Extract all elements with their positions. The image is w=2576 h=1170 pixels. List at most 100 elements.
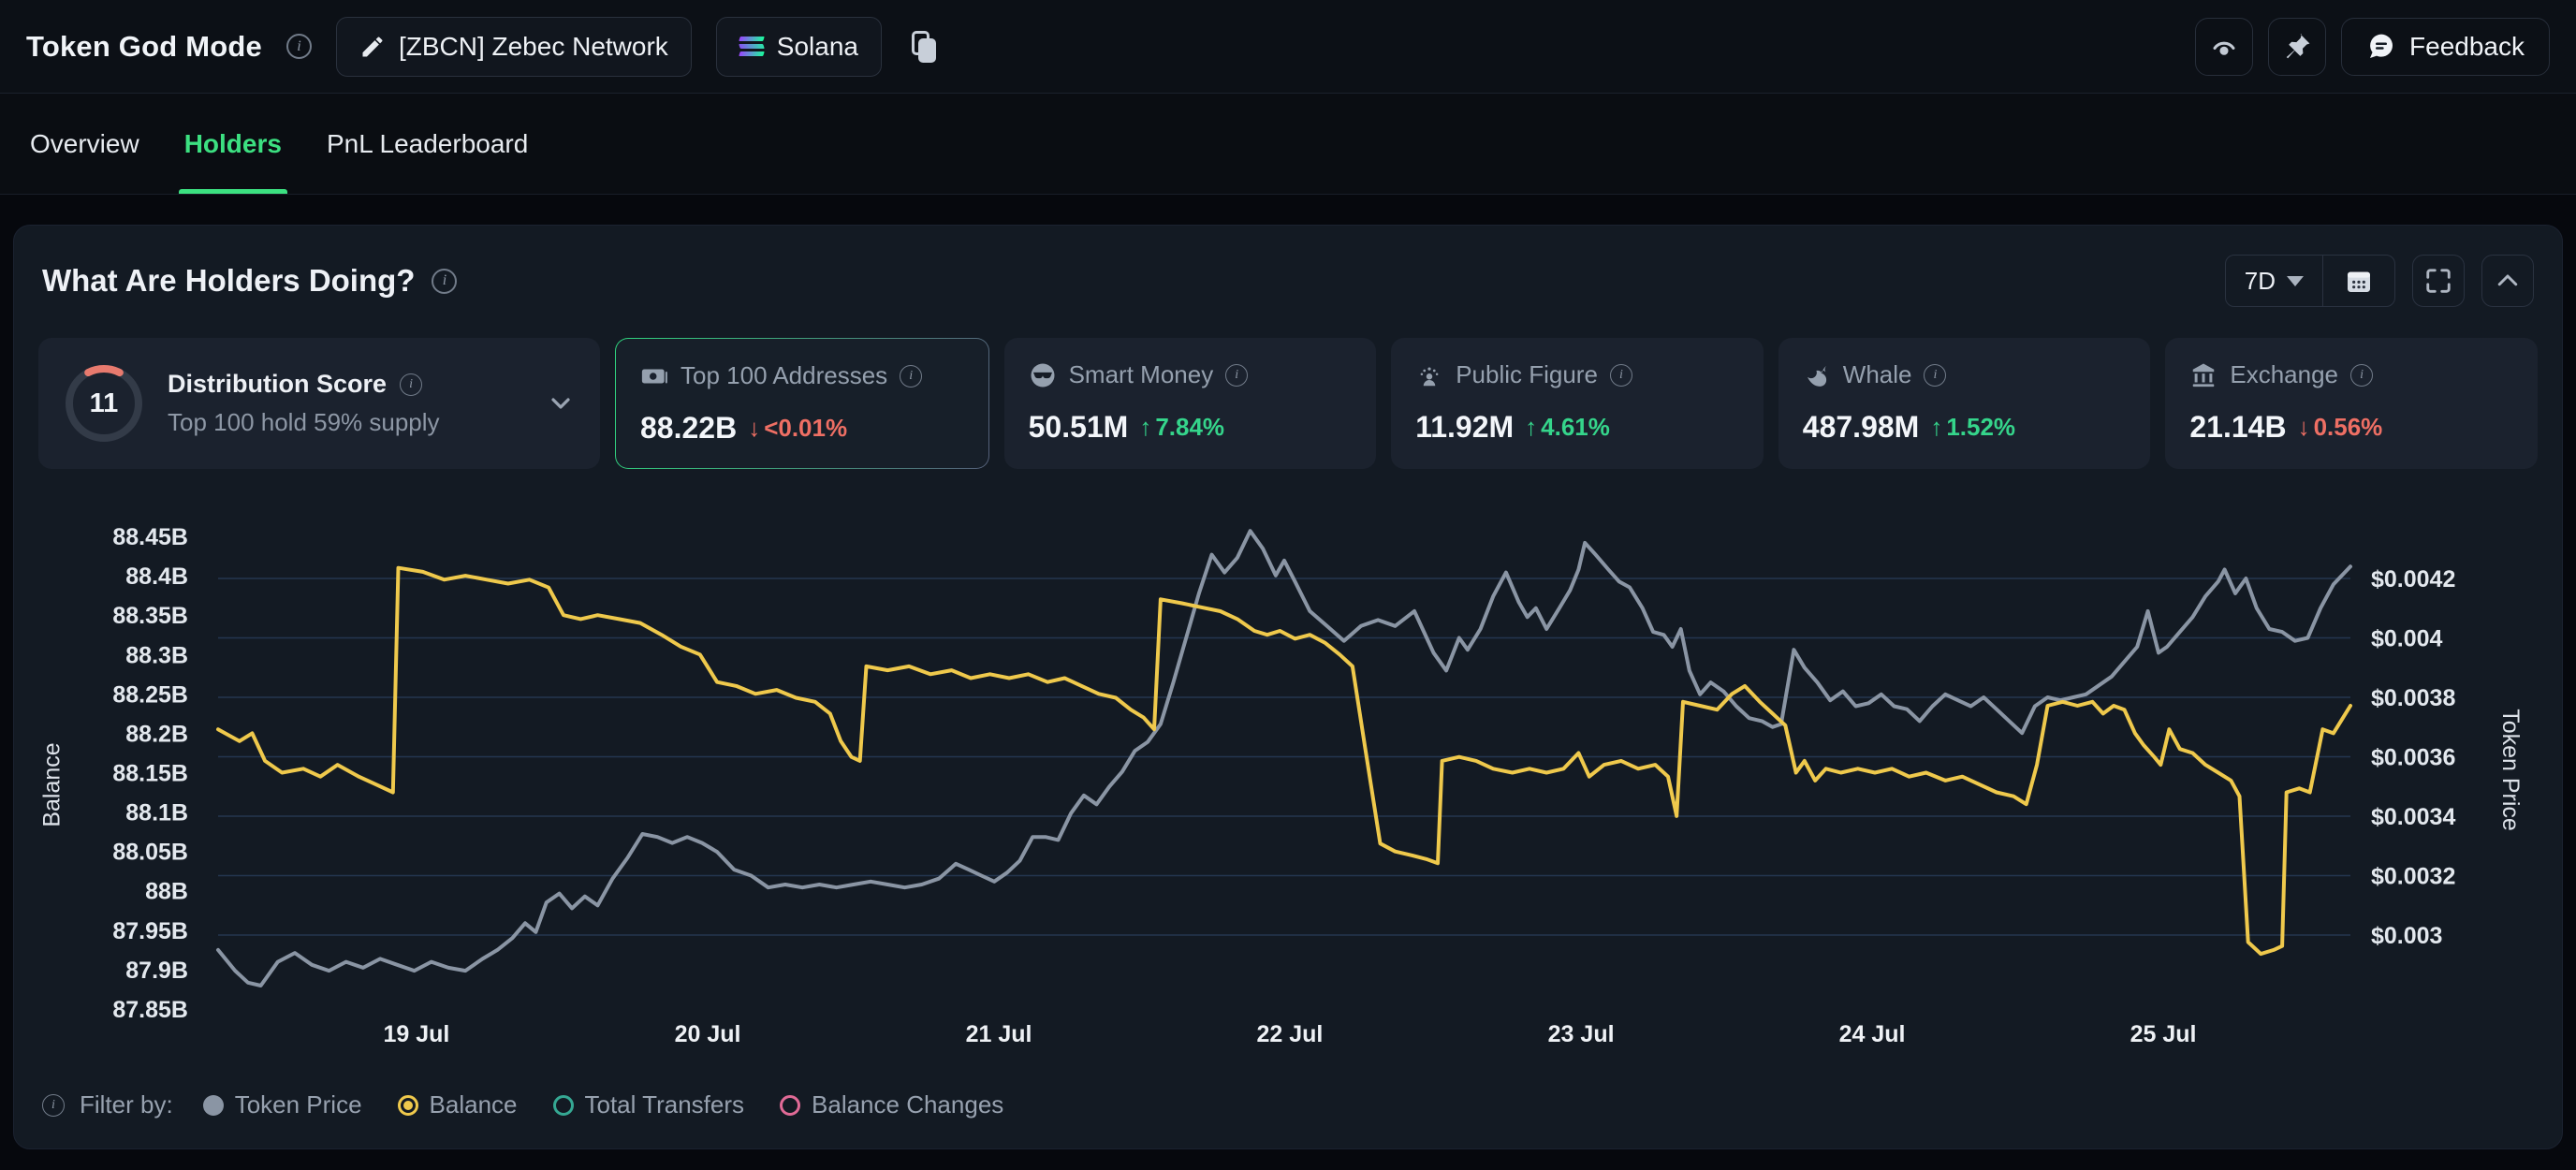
svg-text:$0.0034: $0.0034 bbox=[2371, 804, 2455, 830]
legend-token-price[interactable]: Token Price bbox=[203, 1090, 362, 1119]
stat-value: 11.92M bbox=[1415, 410, 1514, 445]
fullscreen-button[interactable] bbox=[2412, 255, 2465, 307]
legend-balance[interactable]: Balance bbox=[398, 1090, 518, 1119]
chain-name: Solana bbox=[777, 32, 858, 62]
panel-title: What Are Holders Doing? bbox=[42, 263, 415, 299]
radio-selected-marker bbox=[398, 1095, 418, 1116]
panel-info-icon[interactable]: i bbox=[432, 269, 457, 294]
stat-info-icon[interactable]: i bbox=[900, 365, 922, 388]
stat-card-exchange[interactable]: Exchange i 21.14B ↓0.56% bbox=[2165, 338, 2538, 469]
svg-text:88.25B: 88.25B bbox=[112, 681, 188, 708]
ring-marker bbox=[780, 1095, 800, 1116]
stat-card-public-figure[interactable]: Public Figure i 11.92M ↑4.61% bbox=[1391, 338, 1764, 469]
holder-stats-row: 11 Distribution Score i Top 100 hold 59%… bbox=[14, 338, 2562, 469]
public-figure-icon bbox=[1415, 361, 1443, 389]
ring-marker bbox=[553, 1095, 574, 1116]
svg-text:21 Jul: 21 Jul bbox=[966, 1021, 1032, 1047]
stat-info-icon[interactable]: i bbox=[1610, 364, 1632, 387]
stat-card-smart-money[interactable]: Smart Money i 50.51M ↑7.84% bbox=[1004, 338, 1377, 469]
solana-logo-icon bbox=[739, 37, 764, 56]
banknote-icon bbox=[640, 362, 668, 390]
stat-card-top100[interactable]: Top 100 Addresses i 88.22B ↓<0.01% bbox=[615, 338, 989, 469]
distribution-score-value: 11 bbox=[63, 362, 145, 445]
pencil-icon bbox=[359, 34, 386, 60]
stat-info-icon[interactable]: i bbox=[2350, 364, 2373, 387]
tab-holders[interactable]: Holders bbox=[162, 94, 304, 194]
legend-prefix: Filter by: bbox=[80, 1090, 173, 1119]
distribution-gauge: 11 bbox=[63, 362, 145, 445]
chevron-down-icon bbox=[2287, 276, 2304, 286]
exchange-icon bbox=[2189, 361, 2217, 389]
distribution-subtitle: Top 100 hold 59% supply bbox=[168, 408, 523, 437]
stat-value: 487.98M bbox=[1803, 410, 1920, 445]
chain-selector[interactable]: Solana bbox=[716, 17, 882, 77]
chat-bubble-icon bbox=[2366, 32, 2396, 62]
distribution-score-card[interactable]: 11 Distribution Score i Top 100 hold 59%… bbox=[38, 338, 600, 469]
pin-button[interactable] bbox=[2268, 18, 2326, 76]
holders-chart[interactable]: 88.45B88.4B88.35B88.3B88.25B88.2B88.15B8… bbox=[14, 511, 2562, 1059]
svg-text:88.3B: 88.3B bbox=[125, 642, 188, 668]
svg-text:24 Jul: 24 Jul bbox=[1839, 1021, 1906, 1047]
svg-text:88.2B: 88.2B bbox=[125, 721, 188, 747]
token-search-field[interactable]: [ZBCN] Zebec Network bbox=[336, 17, 692, 77]
info-icon[interactable]: i bbox=[286, 34, 312, 59]
stat-change: ↓<0.01% bbox=[748, 414, 847, 443]
tab-pnl-leaderboard[interactable]: PnL Leaderboard bbox=[304, 94, 550, 194]
filled-circle-marker bbox=[203, 1095, 224, 1116]
arrow-up-icon: ↑ bbox=[1930, 413, 1942, 442]
date-range-control: 7D bbox=[2225, 255, 2395, 307]
chevron-up-icon bbox=[2494, 267, 2522, 295]
svg-text:22 Jul: 22 Jul bbox=[1256, 1021, 1323, 1047]
svg-text:88.05B: 88.05B bbox=[112, 840, 188, 866]
stat-info-icon[interactable]: i bbox=[1924, 364, 1946, 387]
stat-value: 21.14B bbox=[2189, 410, 2286, 445]
arrow-up-icon: ↑ bbox=[1525, 413, 1537, 442]
content-area: What Are Holders Doing? i 7D bbox=[0, 195, 2576, 1149]
right-axis-title: Token Price bbox=[2496, 709, 2524, 831]
stat-value: 50.51M bbox=[1029, 410, 1129, 445]
svg-text:88.1B: 88.1B bbox=[125, 800, 188, 826]
stat-info-icon[interactable]: i bbox=[1225, 364, 1248, 387]
stat-change: ↑1.52% bbox=[1930, 413, 2015, 442]
active-tab-underline bbox=[179, 189, 287, 194]
svg-text:25 Jul: 25 Jul bbox=[2130, 1021, 2197, 1047]
svg-text:88.15B: 88.15B bbox=[112, 761, 188, 787]
arrow-down-icon: ↓ bbox=[2298, 413, 2310, 442]
legend-balance-changes[interactable]: Balance Changes bbox=[780, 1090, 1003, 1119]
whale-icon bbox=[1803, 361, 1831, 389]
arrow-down-icon: ↓ bbox=[748, 414, 760, 443]
pin-icon bbox=[2281, 31, 2313, 63]
stat-card-whale[interactable]: Whale i 487.98M ↑1.52% bbox=[1778, 338, 2151, 469]
svg-text:$0.0038: $0.0038 bbox=[2371, 685, 2455, 711]
range-dropdown[interactable]: 7D bbox=[2226, 256, 2322, 306]
chevron-down-icon bbox=[546, 388, 576, 418]
chart-canvas: 88.45B88.4B88.35B88.3B88.25B88.2B88.15B8… bbox=[14, 511, 2564, 1059]
svg-text:23 Jul: 23 Jul bbox=[1548, 1021, 1615, 1047]
calendar-icon bbox=[2344, 266, 2374, 296]
token-name: [ZBCN] Zebec Network bbox=[399, 32, 668, 62]
smart-money-icon bbox=[1029, 361, 1057, 389]
watch-icon bbox=[2208, 31, 2240, 63]
svg-text:$0.0032: $0.0032 bbox=[2371, 864, 2455, 890]
svg-text:88.35B: 88.35B bbox=[112, 603, 188, 629]
svg-text:88.4B: 88.4B bbox=[125, 563, 188, 590]
svg-text:87.9B: 87.9B bbox=[125, 958, 188, 984]
chart-legend: i Filter by: Token Price Balance Total T… bbox=[14, 1090, 2562, 1119]
collapse-button[interactable] bbox=[2481, 255, 2534, 307]
tab-bar: Overview Holders PnL Leaderboard bbox=[0, 94, 2576, 195]
token-god-mode-page: Token God Mode i [ZBCN] Zebec Network So… bbox=[0, 0, 2576, 1170]
legend-total-transfers[interactable]: Total Transfers bbox=[553, 1090, 745, 1119]
svg-text:$0.0036: $0.0036 bbox=[2371, 745, 2455, 771]
svg-text:19 Jul: 19 Jul bbox=[383, 1021, 449, 1047]
tab-overview[interactable]: Overview bbox=[7, 94, 162, 194]
legend-info-icon[interactable]: i bbox=[42, 1094, 65, 1117]
calendar-button[interactable] bbox=[2323, 256, 2394, 306]
copy-icon[interactable] bbox=[912, 31, 936, 63]
svg-text:$0.004: $0.004 bbox=[2371, 626, 2443, 652]
watch-button[interactable] bbox=[2195, 18, 2253, 76]
distribution-info-icon[interactable]: i bbox=[400, 373, 422, 396]
stat-change: ↑7.84% bbox=[1139, 413, 1224, 442]
arrow-up-icon: ↑ bbox=[1139, 413, 1151, 442]
feedback-button[interactable]: Feedback bbox=[2341, 18, 2550, 76]
svg-text:87.95B: 87.95B bbox=[112, 918, 188, 944]
